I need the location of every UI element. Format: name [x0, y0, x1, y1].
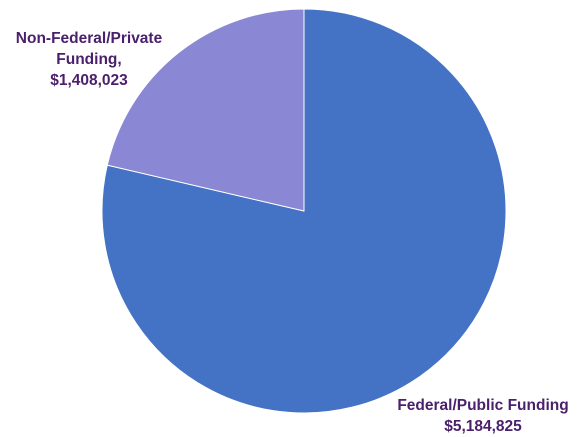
- label-public-name: Federal/Public Funding: [397, 397, 569, 414]
- pie-slices: [101, 8, 507, 414]
- data-label-private: Non-Federal/Private Funding, $1,408,023: [0, 28, 178, 91]
- label-private-value: $1,408,023: [50, 72, 128, 89]
- pie-slice-private: [106, 8, 305, 212]
- label-private-name-line-1: Non-Federal/Private: [15, 30, 163, 47]
- data-label-public: Federal/Public Funding $5,184,825: [388, 395, 578, 437]
- label-public-value: $5,184,825: [444, 418, 522, 435]
- label-private-name-line-2: Funding,: [56, 51, 122, 68]
